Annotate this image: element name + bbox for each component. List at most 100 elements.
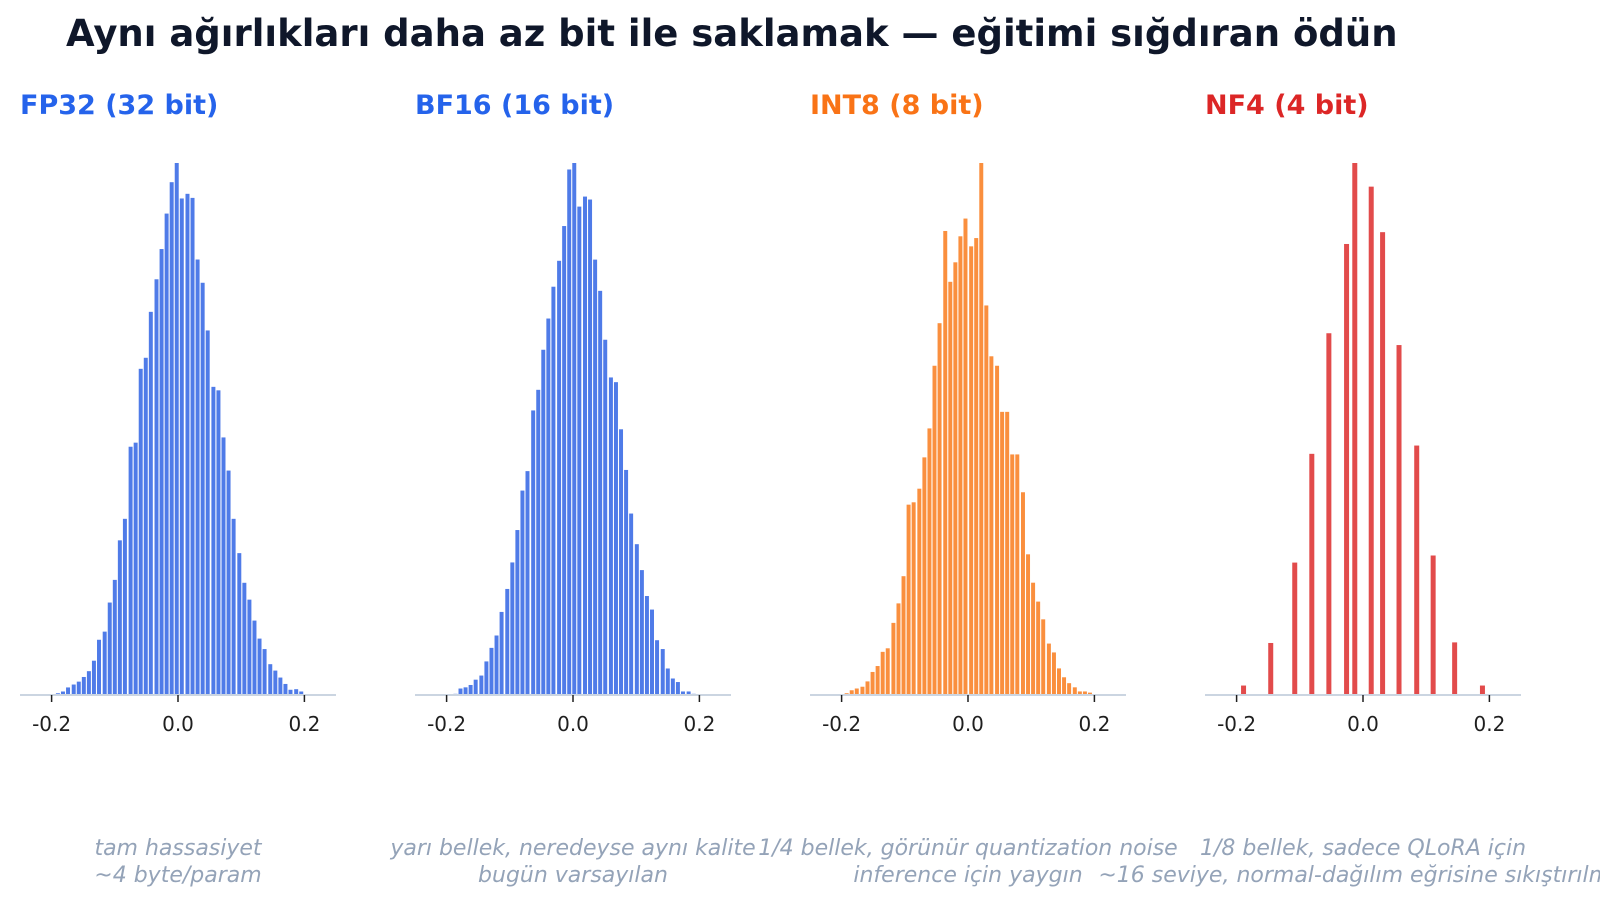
histogram-bar — [1036, 601, 1041, 695]
histogram-bar — [880, 651, 885, 695]
histogram-bar — [278, 677, 283, 695]
histogram-bar — [71, 684, 76, 695]
panel-caption: yarı bellek, neredeyse aynı kalite — [389, 836, 755, 861]
histogram-bar — [1292, 562, 1298, 695]
histogram-bar — [675, 682, 680, 695]
histogram-bar — [1479, 685, 1485, 695]
histogram-bar — [242, 582, 247, 695]
histogram-bar — [1057, 668, 1061, 695]
histogram-bar — [849, 690, 854, 695]
histogram-bar — [583, 196, 587, 695]
x-tick-label: 0.2 — [683, 712, 715, 736]
histogram-bar — [984, 305, 989, 695]
histogram-bar — [195, 259, 200, 695]
histogram-bar — [76, 681, 81, 695]
histogram-bar — [891, 622, 896, 695]
histogram-bar — [463, 687, 468, 695]
histogram-bar — [546, 318, 551, 695]
histogram-bar — [1005, 411, 1010, 695]
panel-title: BF16 (16 bit) — [415, 90, 614, 121]
x-tick-label: 0.2 — [1078, 712, 1110, 736]
histogram-bar — [1077, 691, 1082, 695]
panel-caption: ~4 byte/param — [94, 863, 261, 888]
histogram-bar — [963, 218, 968, 695]
histogram-bar — [619, 429, 624, 695]
histogram-bar — [237, 553, 242, 695]
x-tick-label: -0.2 — [427, 712, 466, 736]
histogram-bar — [639, 570, 644, 695]
histogram-bar — [107, 602, 112, 695]
histogram-bar — [1241, 685, 1247, 695]
histogram-bar — [1344, 243, 1350, 696]
histogram-bar — [958, 236, 963, 696]
panel-caption: tam hassasiyet — [94, 836, 262, 861]
histogram-bar — [257, 638, 262, 695]
histogram-bar — [593, 259, 598, 695]
histogram-bar — [613, 382, 618, 695]
histogram-bar — [922, 457, 927, 695]
histogram-bar — [1051, 652, 1056, 695]
histogram-bar — [205, 330, 210, 695]
histogram-bar — [557, 260, 562, 695]
histogram-bar — [179, 198, 184, 695]
histogram-bar — [974, 238, 979, 695]
histogram-bar — [169, 182, 174, 695]
histogram-bar — [567, 169, 572, 696]
histogram-bar — [870, 671, 875, 695]
histogram-bar — [117, 540, 122, 695]
histogram-bar — [299, 691, 304, 695]
histogram-bar — [1020, 492, 1025, 695]
histogram-bar — [655, 640, 660, 695]
histogram-bar — [122, 518, 127, 695]
histogram-bar — [644, 596, 649, 695]
histogram-bar — [66, 687, 71, 695]
chart-title: Aynı ağırlıkları daha az bit ile saklama… — [66, 12, 1398, 55]
histogram-bar — [1452, 642, 1458, 695]
x-tick-label: 0.2 — [1473, 712, 1505, 736]
histogram-panel: INT8 (8 bit) -0.2 0.0 0.2 1/4 bellek, görünü… — [758, 90, 1177, 888]
x-tick-label: -0.2 — [32, 712, 71, 736]
histogram-bar — [1082, 691, 1087, 695]
panel-title: NF4 (4 bit) — [1205, 90, 1369, 121]
histogram-bar — [629, 513, 634, 695]
panel-caption: 1/4 bellek, görünür quantization noise — [758, 836, 1177, 861]
x-tick-label: 0.0 — [557, 712, 589, 736]
histogram-bar — [1000, 411, 1005, 695]
histogram-bar — [154, 279, 159, 695]
histogram-bar — [572, 163, 577, 695]
histogram-bar — [505, 588, 510, 695]
histogram-bar — [211, 386, 216, 695]
histogram-bar — [1396, 345, 1402, 695]
histogram-bar — [1326, 333, 1332, 695]
histogram-bar — [164, 213, 169, 695]
histogram-bar — [896, 603, 901, 695]
histogram-bar — [854, 688, 859, 695]
histogram-bar — [885, 648, 890, 695]
histogram-bar — [901, 576, 906, 695]
panel-caption: inference için yaygın — [853, 863, 1082, 888]
panel-title: INT8 (8 bit) — [810, 90, 984, 121]
histogram-bar — [665, 668, 670, 695]
histogram-bar — [102, 631, 107, 695]
histogram-bar — [979, 163, 984, 695]
histogram-bar — [603, 339, 608, 695]
histogram-bar — [510, 562, 515, 695]
histogram-bar — [1041, 619, 1046, 695]
histogram-bar — [1352, 163, 1358, 695]
histogram-bar — [906, 504, 911, 695]
histogram-bar — [686, 691, 691, 695]
histogram-bar — [943, 230, 948, 696]
x-tick-label: -0.2 — [1217, 712, 1256, 736]
histogram-bar — [1087, 692, 1092, 695]
histogram-bar — [138, 368, 143, 695]
histogram-bar — [174, 163, 179, 695]
histogram-bar — [1414, 445, 1420, 695]
histogram-bar — [660, 649, 665, 695]
histogram-bar — [468, 684, 473, 695]
histogram-bar — [1072, 687, 1077, 695]
histogram-bar — [541, 349, 546, 695]
histogram-bar — [948, 281, 953, 695]
panel-caption: ~16 seviye, normal-dağılım eğrisine sıkı… — [1098, 863, 1600, 888]
histogram-bar — [525, 471, 530, 695]
